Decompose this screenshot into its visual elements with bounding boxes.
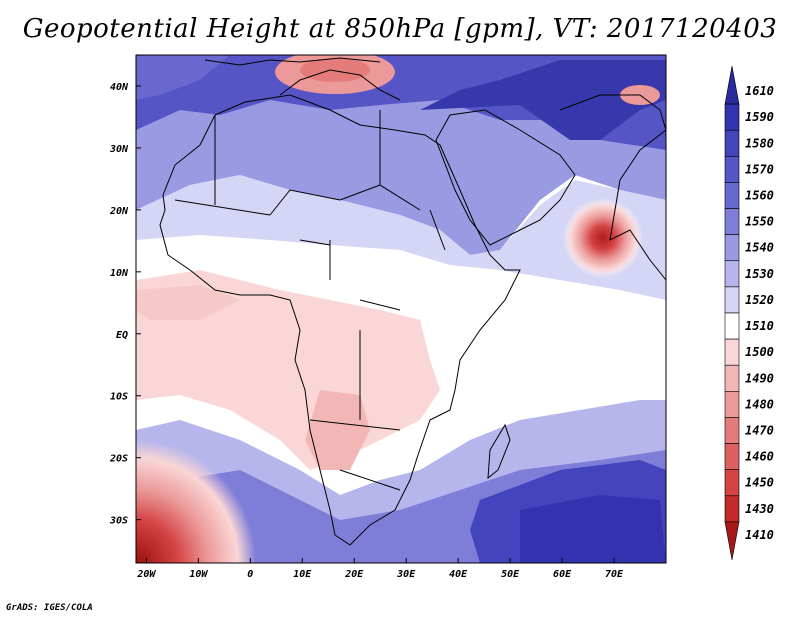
colorbar-swatch <box>724 312 740 340</box>
colorbar-label: 1510 <box>745 319 774 333</box>
arabia-high <box>420 60 666 140</box>
colorbar-swatch <box>724 65 740 105</box>
colorbar-label: 1550 <box>745 215 774 229</box>
coastlines <box>159 57 666 546</box>
colorbar-label: 1500 <box>745 345 774 359</box>
lon-tick-label: 20E <box>344 569 364 580</box>
colorbar-swatch <box>724 443 740 470</box>
lon-tick-label: 10W <box>189 569 208 580</box>
lon-tick-label: 0 <box>247 569 253 580</box>
colorbar-label: 1480 <box>745 397 774 411</box>
lat-tick-label: 20S <box>109 454 128 465</box>
colorbar-label: 1560 <box>745 189 774 203</box>
colorbar-label: 1570 <box>745 162 774 176</box>
colorbar-swatch <box>724 182 740 209</box>
colorbar-label: 1470 <box>745 424 774 438</box>
plot-frame <box>135 54 667 564</box>
colorbar-swatch <box>724 364 740 392</box>
map-title: Geopotential Height at 850hPa [gpm], VT:… <box>22 14 778 44</box>
colorbar-swatch <box>724 286 740 314</box>
lat-tick-label: 30S <box>109 516 128 527</box>
lat-tick-label: 40N <box>110 82 129 93</box>
colorbar-swatch <box>724 129 740 157</box>
colorbar-swatch <box>724 469 740 497</box>
colorbar-label: 1460 <box>745 450 774 464</box>
colorbar-swatch <box>724 495 740 523</box>
colorbar-label: 1490 <box>745 371 774 385</box>
colorbar-label: 1410 <box>745 528 774 542</box>
colorbar-swatch <box>724 260 740 288</box>
sahel-band <box>136 175 666 300</box>
lon-tick-label: 60E <box>553 569 572 580</box>
colorbar-label: 1590 <box>745 110 774 124</box>
lon-tick-label: 50E <box>501 569 520 580</box>
colorbar-swatch <box>724 208 740 235</box>
latitude-axis: 40N 30N 20N 10N EQ 10S 20S 30S <box>109 82 141 527</box>
colorbar-label: 1450 <box>745 476 774 490</box>
colorbar-swatch <box>724 234 740 262</box>
colorbar-swatch <box>724 391 740 418</box>
lon-tick-label: 30E <box>396 569 416 580</box>
colorbar: 1610 1590 1580 1570 1560 1550 1540 1530 1520 1510… <box>724 65 774 561</box>
colorbar-swatch <box>724 156 740 183</box>
lon-tick-label: 40E <box>449 569 468 580</box>
lon-tick-label: 70E <box>605 569 624 580</box>
colorbar-label: 1610 <box>745 84 774 98</box>
lat-tick-label: EQ <box>116 330 128 341</box>
atlantic-high <box>136 55 230 100</box>
colorbar-label: 1530 <box>745 267 774 281</box>
colorbar-label: 1430 <box>745 502 774 516</box>
colorbar-label: 1580 <box>745 136 774 150</box>
colorbar-swatch <box>724 417 740 444</box>
lon-tick-label: 20W <box>136 569 156 580</box>
colorbar-label: 1520 <box>745 293 774 307</box>
longitude-axis: 20W 10W 0 10E 20E 30E 40E 50E 60E 70E <box>136 558 624 580</box>
colorbar-swatch <box>724 521 740 561</box>
height-field <box>136 55 666 563</box>
cyclone-low <box>563 198 643 278</box>
colorbar-swatch <box>724 338 740 366</box>
lat-tick-label: 10N <box>110 268 129 279</box>
lat-tick-label: 10S <box>110 392 128 403</box>
lat-tick-label: 20N <box>109 206 129 217</box>
lat-tick-label: 30N <box>109 144 129 155</box>
lon-tick-label: 10E <box>293 569 312 580</box>
colorbar-swatch <box>724 103 740 131</box>
credit-text: GrADS: IGES/COLA <box>6 603 93 613</box>
colorbar-label: 1540 <box>745 241 774 255</box>
